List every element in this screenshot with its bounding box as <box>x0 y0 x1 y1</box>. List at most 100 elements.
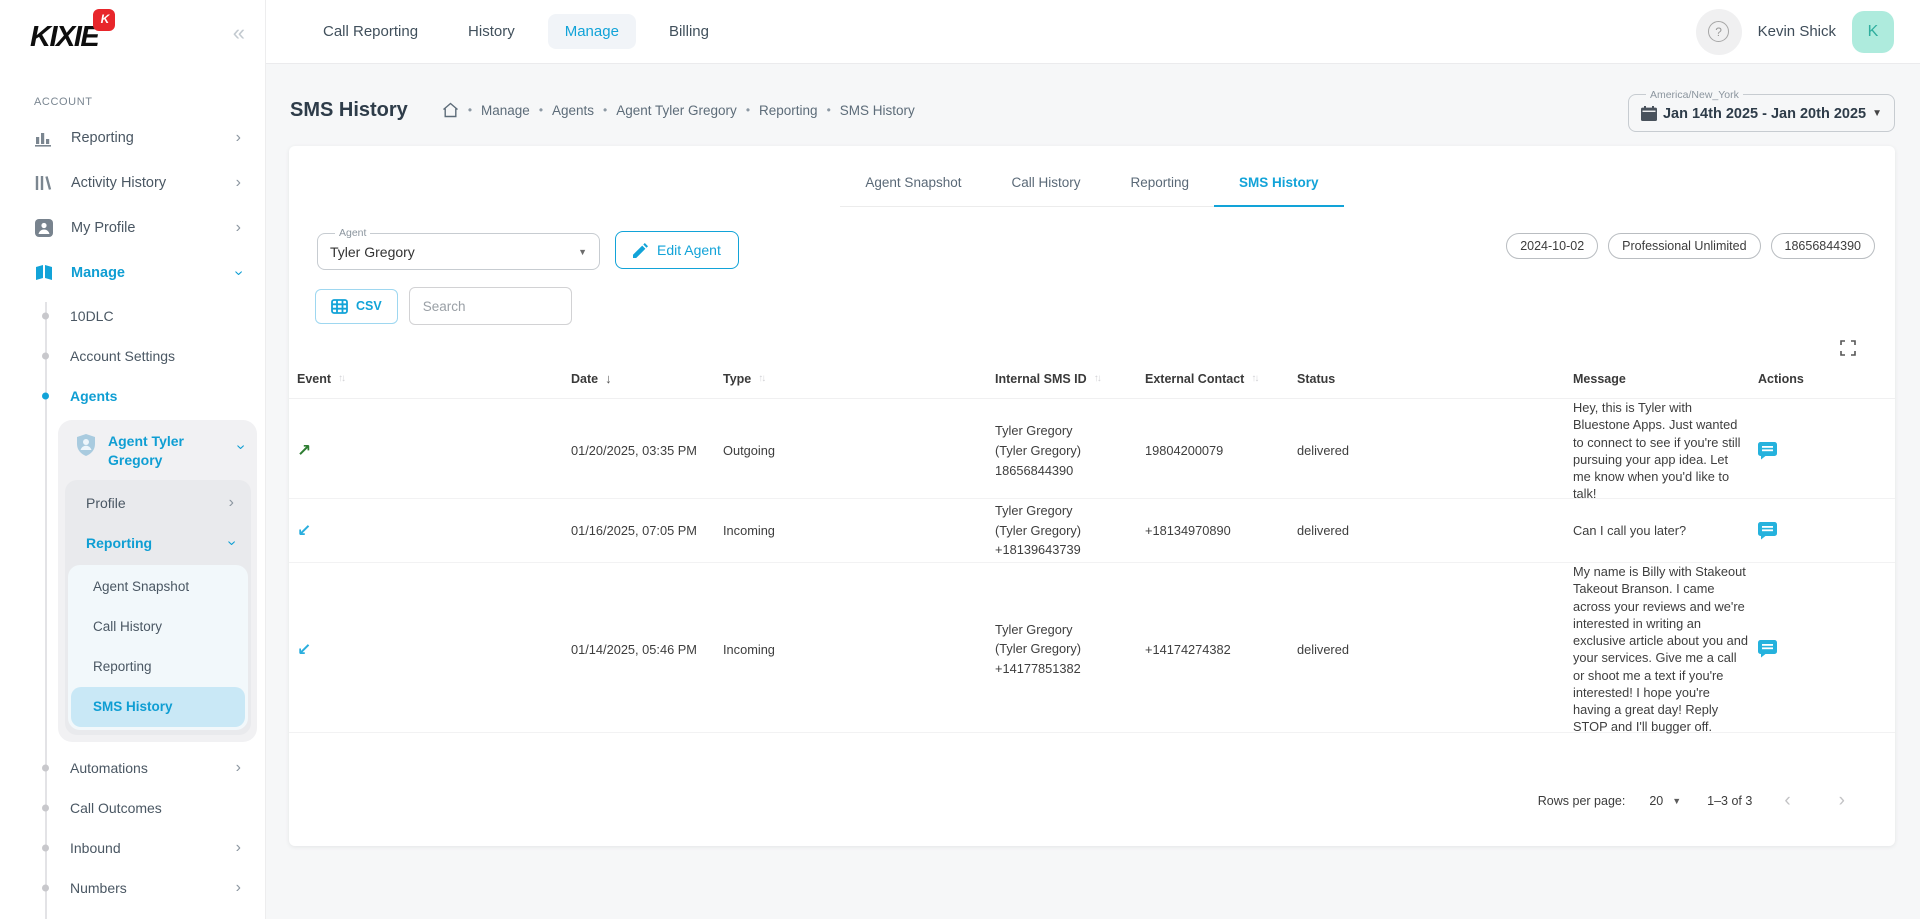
dropdown-caret-icon <box>578 247 587 257</box>
sidebar-item-label: Reporting <box>71 130 134 147</box>
agent-inner-panel: Profile Reporting Agent Snapshot Call Hi… <box>65 479 251 735</box>
tree-dot <box>42 804 49 812</box>
breadcrumb-agents[interactable]: Agents <box>552 102 595 118</box>
sidebar-item-label: Call Outcomes <box>70 799 162 816</box>
agent-select[interactable]: Agent Tyler Gregory <box>317 227 600 270</box>
manage-subtree: 10DLC Account Settings Agents Agent Tyle… <box>42 296 265 919</box>
column-header-external-contact[interactable]: External Contact <box>1145 372 1297 386</box>
cell-external-contact: 19804200079 <box>1145 443 1224 459</box>
tab-reporting[interactable]: Reporting <box>1130 175 1190 190</box>
sidebar-item-activity-history[interactable]: Activity History <box>0 161 265 206</box>
edit-agent-button[interactable]: Edit Agent <box>615 231 739 269</box>
incoming-arrow-icon <box>297 521 311 540</box>
outgoing-arrow-icon <box>297 441 311 460</box>
tab-call-history[interactable]: Call History <box>1011 175 1081 190</box>
cell-message: My name is Billy with Stakeout Takeout B… <box>1573 564 1748 735</box>
sidebar-item-agent-tyler-gregory[interactable]: Agent Tyler Gregory <box>65 430 251 480</box>
agent-shield-icon <box>75 433 97 462</box>
activity-bars-icon <box>34 174 58 192</box>
bar-chart-icon <box>34 129 58 147</box>
previous-page-button[interactable] <box>1776 790 1798 812</box>
nav-manage[interactable]: Manage <box>547 14 636 49</box>
open-conversation-button[interactable] <box>1758 441 1887 460</box>
column-header-date[interactable]: Date <box>571 371 723 386</box>
home-icon[interactable] <box>442 102 459 118</box>
cell-internal-sms-id: Tyler Gregory (Tyler Gregory) +141778513… <box>995 621 1082 677</box>
breadcrumb-separator <box>468 103 472 117</box>
question-mark-icon <box>1708 21 1730 42</box>
sort-icon <box>1251 373 1257 384</box>
nav-call-reporting[interactable]: Call Reporting <box>323 23 419 40</box>
chevron-right-icon <box>236 840 241 856</box>
next-page-button[interactable] <box>1831 790 1853 812</box>
column-header-event[interactable]: Event <box>297 372 571 386</box>
help-button[interactable] <box>1695 8 1742 55</box>
cell-external-contact: +14174274382 <box>1145 641 1231 657</box>
nav-history[interactable]: History <box>468 23 515 40</box>
sidebar-item-call-history[interactable]: Call History <box>71 607 245 647</box>
sidebar-item-automations[interactable]: Automations <box>42 748 265 788</box>
sidebar-item-agents[interactable]: Agents <box>42 376 265 416</box>
cell-date: 01/20/2025, 03:35 PM <box>571 443 697 459</box>
grid-icon <box>331 298 348 314</box>
user-name[interactable]: Kevin Shick <box>1757 23 1836 40</box>
dropdown-caret-icon <box>1672 796 1681 806</box>
agent-name-label: Agent Tyler Gregory <box>108 432 184 468</box>
sidebar-item-label: Numbers <box>70 879 127 896</box>
chevron-right-icon <box>236 880 241 896</box>
open-conversation-button[interactable] <box>1758 521 1887 540</box>
column-header-type[interactable]: Type <box>723 372 995 386</box>
sidebar-item-reporting-sub[interactable]: Reporting <box>71 647 245 687</box>
table-row: 01/14/2025, 05:46 PM Incoming Tyler Greg… <box>289 563 1895 735</box>
rows-per-page-select[interactable]: 20 <box>1649 794 1681 808</box>
main-area: Call Reporting History Manage Billing Ke… <box>266 0 1920 919</box>
sidebar-item-account-settings[interactable]: Account Settings <box>42 336 265 376</box>
avatar[interactable]: K <box>1852 10 1894 53</box>
sidebar-item-agent-profile[interactable]: Profile <box>68 483 248 523</box>
pagination-range: 1–3 of 3 <box>1707 794 1753 808</box>
sidebar-item-numbers[interactable]: Numbers <box>42 868 265 908</box>
table-header-row: Event Date Type Internal SMS ID External… <box>289 359 1895 399</box>
logo-text: KIXIE <box>30 21 100 53</box>
chevron-right-icon <box>236 220 241 236</box>
calendar-icon <box>1640 105 1657 122</box>
tab-agent-snapshot[interactable]: Agent Snapshot <box>865 175 962 190</box>
column-header-internal-sms-id[interactable]: Internal SMS ID <box>995 372 1145 386</box>
chevron-right-icon <box>236 760 241 776</box>
logo-k-badge: K <box>93 9 116 31</box>
sidebar-item-my-profile[interactable]: My Profile <box>0 206 265 251</box>
sidebar-item-manage[interactable]: Manage <box>0 251 265 296</box>
sidebar-collapse-icon[interactable] <box>233 22 245 44</box>
open-conversation-button[interactable] <box>1758 640 1887 658</box>
incoming-arrow-icon <box>297 640 311 659</box>
sidebar-item-sms-history[interactable]: SMS History <box>71 686 245 727</box>
kixie-logo[interactable]: KIXIE K <box>30 9 116 54</box>
breadcrumb-agent-tyler-gregory[interactable]: Agent Tyler Gregory <box>616 102 737 118</box>
tree-dot <box>42 844 49 852</box>
tab-sms-history[interactable]: SMS History <box>1214 160 1344 207</box>
dropdown-caret-icon <box>1872 108 1882 119</box>
search-input[interactable] <box>408 287 572 325</box>
sort-desc-icon <box>605 371 612 386</box>
csv-export-button[interactable]: CSV <box>315 288 398 324</box>
cell-message: Can I call you later? <box>1573 522 1687 538</box>
nav-billing[interactable]: Billing <box>668 23 709 40</box>
sidebar-item-inbound[interactable]: Inbound <box>42 828 265 868</box>
breadcrumb-reporting[interactable]: Reporting <box>759 102 818 118</box>
sidebar-item-10dlc[interactable]: 10DLC <box>42 296 265 336</box>
sidebar-item-reporting[interactable]: Reporting <box>0 116 265 161</box>
breadcrumb-manage[interactable]: Manage <box>481 102 530 118</box>
agent-badges: 2024-10-02 Professional Unlimited 186568… <box>1506 233 1875 259</box>
cell-external-contact: +18134970890 <box>1145 523 1231 538</box>
sidebar-item-powerlist[interactable]: PowerList <box>45 908 265 919</box>
rows-per-page-label: Rows per page: <box>1537 794 1626 808</box>
sidebar-item-agent-snapshot[interactable]: Agent Snapshot <box>71 567 245 607</box>
date-range-picker[interactable]: America/New_York Jan 14th 2025 - Jan 20t… <box>1627 88 1895 132</box>
sidebar-item-agent-reporting[interactable]: Reporting <box>68 523 248 563</box>
chevron-down-icon <box>223 540 239 545</box>
agent-select-value: Tyler Gregory <box>330 244 415 260</box>
sidebar-item-label: Activity History <box>71 175 167 192</box>
pencil-icon <box>633 242 648 258</box>
fullscreen-expand-icon[interactable] <box>1839 339 1857 357</box>
sidebar-item-call-outcomes[interactable]: Call Outcomes <box>42 788 265 828</box>
